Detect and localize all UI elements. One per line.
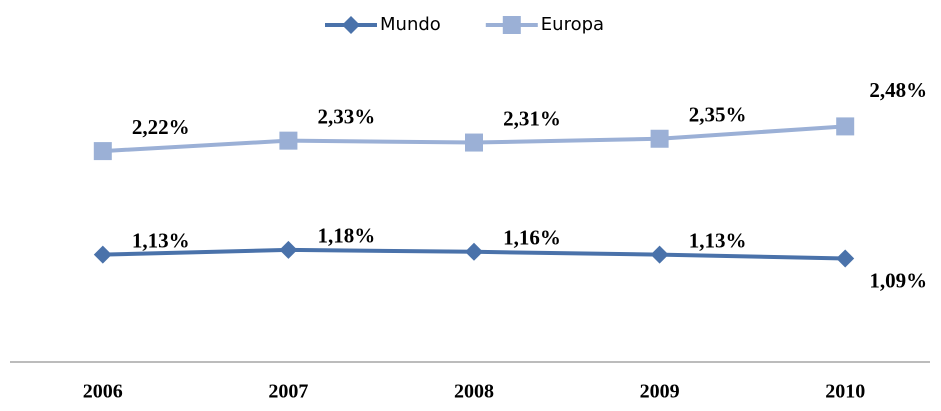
data-label: 2,48% <box>869 78 927 102</box>
marker <box>465 133 483 152</box>
x-tick-label: 2008 <box>454 381 494 403</box>
x-tick-label: 2010 <box>825 381 865 403</box>
legend-label: Europa <box>541 14 604 35</box>
marker <box>836 249 855 268</box>
data-label: 1,09% <box>869 268 927 292</box>
marker <box>342 16 360 34</box>
data-label: 2,31% <box>503 106 561 130</box>
x-tick-label: 2009 <box>640 381 680 403</box>
data-label: 1,16% <box>503 226 561 250</box>
marker <box>650 245 669 264</box>
x-tick-label: 2006 <box>83 381 123 403</box>
marker <box>279 240 298 259</box>
data-label: 1,18% <box>318 224 376 248</box>
marker <box>465 242 483 261</box>
marker <box>93 245 112 264</box>
data-label: 1,13% <box>132 228 190 252</box>
legend-label: Mundo <box>380 14 441 35</box>
x-tick-label: 2007 <box>268 381 308 403</box>
data-label: 1,13% <box>689 228 747 252</box>
marker <box>279 131 298 150</box>
marker <box>93 142 112 161</box>
marker <box>836 117 855 136</box>
marker <box>650 129 669 148</box>
data-label: 2,33% <box>318 104 376 128</box>
marker <box>502 16 521 34</box>
data-label: 2,35% <box>689 103 747 127</box>
data-label: 2,22% <box>132 115 190 139</box>
